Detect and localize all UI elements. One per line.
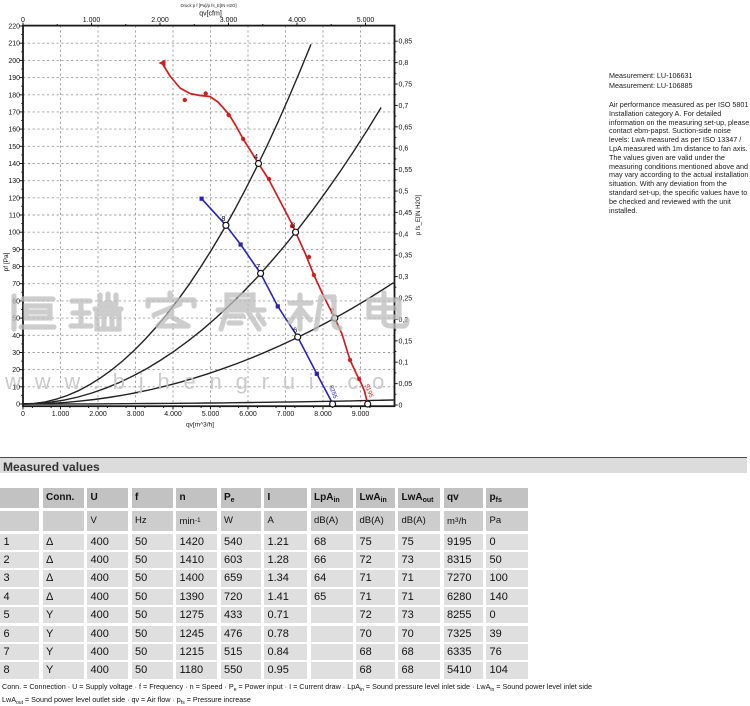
svg-text:8255: 8255: [327, 384, 338, 400]
svg-text:1.000: 1.000: [83, 17, 101, 24]
svg-text:100: 100: [8, 230, 20, 237]
svg-text:0,4: 0,4: [399, 231, 409, 238]
svg-text:140: 140: [8, 161, 20, 168]
svg-text:30: 30: [12, 350, 20, 357]
svg-text:110: 110: [9, 213, 20, 220]
svg-text:5.000: 5.000: [202, 411, 220, 418]
svg-text:4.000: 4.000: [288, 17, 306, 24]
svg-text:70: 70: [12, 281, 20, 288]
svg-text:4: 4: [254, 152, 258, 161]
svg-text:0: 0: [16, 402, 20, 409]
svg-text:6: 6: [293, 326, 297, 335]
svg-text:220: 220: [8, 24, 20, 31]
svg-text:0,6: 0,6: [399, 146, 409, 153]
svg-text:pf [Pa]: pf [Pa]: [3, 252, 10, 271]
svg-text:80: 80: [12, 264, 20, 271]
svg-text:5.000: 5.000: [357, 17, 375, 24]
svg-text:0,7: 0,7: [399, 103, 409, 110]
svg-text:qv[cfm]: qv[cfm]: [199, 10, 222, 17]
svg-text:0,25: 0,25: [399, 296, 413, 303]
svg-text:Druck p f [Pa]/p fs_E[IN H2O]: Druck p f [Pa]/p fs_E[IN H2O]: [180, 3, 236, 8]
svg-text:0,8: 0,8: [399, 60, 409, 67]
svg-text:0,85: 0,85: [399, 39, 413, 46]
svg-text:0,45: 0,45: [399, 210, 413, 217]
svg-text:200: 200: [8, 58, 20, 65]
svg-text:9195: 9195: [363, 383, 374, 399]
svg-text:130: 130: [8, 178, 20, 185]
svg-text:0,55: 0,55: [399, 167, 413, 174]
svg-text:20: 20: [12, 367, 20, 374]
svg-text:9.000: 9.000: [352, 411, 370, 418]
svg-text:150: 150: [8, 144, 20, 151]
svg-text:qv[m^3/h]: qv[m^3/h]: [186, 422, 214, 429]
svg-text:0: 0: [21, 411, 25, 418]
svg-text:8: 8: [221, 214, 225, 223]
svg-text:7: 7: [256, 262, 260, 271]
svg-text:3: 3: [291, 221, 295, 230]
svg-text:120: 120: [8, 195, 20, 202]
svg-text:190: 190: [8, 75, 20, 82]
svg-text:0,15: 0,15: [399, 338, 413, 345]
svg-text:0: 0: [399, 403, 403, 410]
svg-text:0,75: 0,75: [399, 82, 413, 89]
svg-text:180: 180: [8, 92, 20, 99]
svg-text:3.000: 3.000: [220, 17, 238, 24]
svg-text:0,35: 0,35: [399, 253, 413, 260]
svg-text:170: 170: [8, 109, 20, 116]
svg-text:2.000: 2.000: [151, 17, 169, 24]
svg-text:1.000: 1.000: [52, 411, 70, 418]
svg-text:0,5: 0,5: [399, 189, 409, 196]
svg-text:2.000: 2.000: [89, 411, 107, 418]
svg-text:0,3: 0,3: [399, 274, 409, 281]
svg-text:40: 40: [12, 333, 20, 340]
svg-text:8.000: 8.000: [314, 411, 332, 418]
svg-text:210: 210: [8, 41, 20, 48]
svg-text:10: 10: [12, 384, 20, 391]
svg-text:0,1: 0,1: [399, 360, 409, 367]
svg-text:0: 0: [21, 17, 25, 24]
svg-text:0,2: 0,2: [399, 317, 409, 324]
svg-text:7.000: 7.000: [277, 411, 295, 418]
svg-text:160: 160: [8, 127, 20, 134]
svg-text:90: 90: [12, 247, 20, 254]
svg-text:6.000: 6.000: [239, 411, 257, 418]
svg-text:4.000: 4.000: [164, 411, 182, 418]
svg-text:www.bjhengrui.co: www.bjhengrui.co: [4, 369, 398, 394]
svg-text:0,65: 0,65: [399, 124, 413, 131]
svg-text:0,05: 0,05: [399, 381, 413, 388]
svg-text:p fs_E[IN H2O]: p fs_E[IN H2O]: [416, 194, 422, 235]
svg-text:3.000: 3.000: [127, 411, 145, 418]
